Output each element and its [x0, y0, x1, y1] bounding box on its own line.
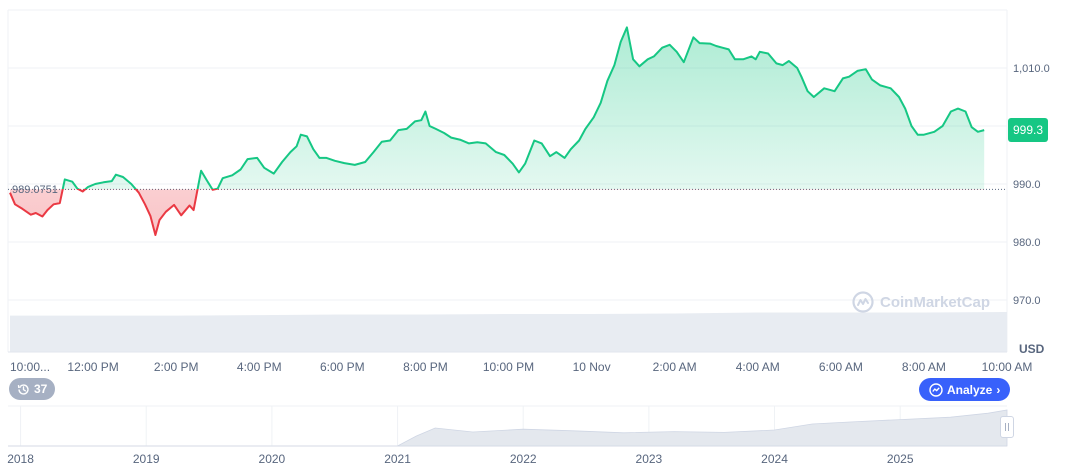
navigator-year-label: 2020	[259, 452, 286, 466]
chevron-right-icon: ›	[996, 382, 1001, 397]
volume-bars	[8, 311, 1007, 353]
y-tick-label: 980.0	[1013, 237, 1041, 249]
x-tick-label: 10:00 PM	[483, 360, 534, 374]
x-tick-label: 10 Nov	[573, 360, 611, 374]
x-tick-label: 8:00 AM	[902, 360, 946, 374]
x-tick-label: 8:00 PM	[403, 360, 448, 374]
navigator-year-label: 2018	[7, 452, 34, 466]
x-tick-label: 2:00 AM	[653, 360, 697, 374]
navigator-year-label: 2021	[384, 452, 411, 466]
history-button[interactable]: 37	[9, 378, 56, 400]
coinmarketcap-logo-icon	[852, 291, 874, 313]
x-tick-label: 6:00 PM	[320, 360, 365, 374]
price-line-down	[9, 189, 219, 236]
history-count: 37	[34, 382, 48, 396]
x-tick-label: 4:00 PM	[237, 360, 282, 374]
y-axis: 970.0 980.0 990.0 1,010.0	[1013, 63, 1050, 307]
analyze-icon	[929, 382, 943, 397]
navigator[interactable]: 2018 2019 2020 2021 2022 2023 2024 2025	[7, 405, 1008, 466]
y-tick-label: 1,010.0	[1013, 63, 1050, 75]
navigator-history-area	[8, 409, 1008, 447]
analyze-button[interactable]: Analyze ›	[919, 378, 1011, 401]
x-tick-label: 10:00...	[10, 360, 50, 374]
price-line-up	[61, 26, 985, 189]
x-tick-label: 4:00 AM	[736, 360, 780, 374]
x-axis: 10:00... 12:00 PM 2:00 PM 4:00 PM 6:00 PM 8:0…	[10, 360, 1032, 374]
history-clock-icon	[17, 383, 29, 395]
current-price-tag: 999.3	[1008, 118, 1048, 142]
y-tick-label: 970.0	[1013, 295, 1041, 307]
navigator-drag-handle[interactable]	[1000, 416, 1014, 438]
analyze-label: Analyze	[947, 382, 993, 397]
x-tick-label: 12:00 PM	[67, 360, 118, 374]
price-area	[10, 27, 985, 235]
coinmarketcap-watermark: CoinMarketCap	[852, 291, 990, 313]
navigator-year-label: 2024	[761, 452, 788, 466]
navigator-year-label: 2023	[636, 452, 663, 466]
price-line	[9, 26, 985, 236]
currency-label: USD	[1019, 342, 1045, 356]
price-area-up	[62, 27, 985, 189]
x-tick-label: 6:00 AM	[819, 360, 863, 374]
navigator-year-label: 2025	[887, 452, 914, 466]
navigator-year-label: 2019	[133, 452, 160, 466]
x-tick-label: 10:00 AM	[982, 360, 1033, 374]
watermark-text: CoinMarketCap	[880, 293, 991, 311]
navigator-year-label: 2022	[510, 452, 537, 466]
x-tick-label: 2:00 PM	[154, 360, 199, 374]
y-tick-label: 990.0	[1013, 179, 1041, 191]
baseline-label: 989.0751	[12, 184, 58, 196]
volume-area	[10, 311, 1007, 352]
